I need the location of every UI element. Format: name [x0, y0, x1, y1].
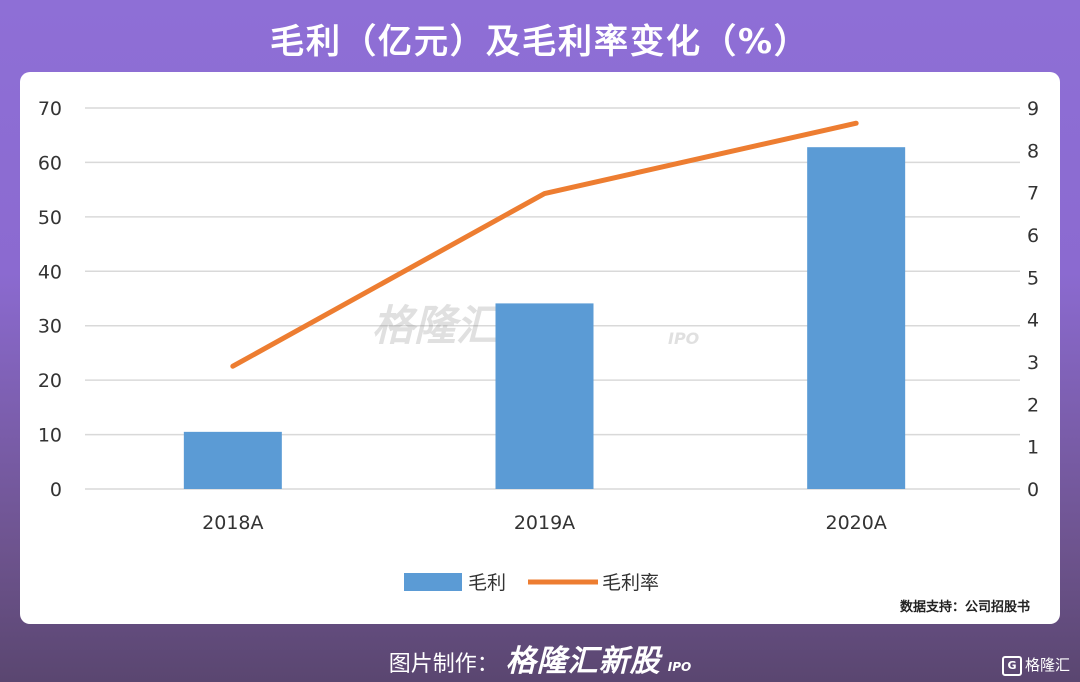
corner-logo-text: 格隆汇 [1024, 656, 1070, 674]
legend-label-line: 毛利率 [602, 572, 659, 594]
line-path [230, 120, 859, 369]
left-tick-label: 50 [38, 207, 62, 229]
x-axis-labels: 2018A 2019A 2020A [202, 512, 887, 534]
bar [183, 431, 282, 489]
watermark-sub: IPO [668, 329, 700, 348]
footer-brand-sub: IPO [667, 660, 692, 674]
right-tick-label: 0 [1027, 479, 1039, 501]
right-tick-label: 7 [1027, 183, 1039, 205]
footer-brand: 格隆汇新股 [505, 644, 661, 679]
corner-logo: G 格隆汇 [1001, 654, 1070, 676]
x-tick-label: 2018A [202, 512, 263, 534]
left-tick-label: 0 [50, 479, 62, 501]
legend: 毛利 毛利率 [404, 572, 659, 594]
right-axis-ticks: 0 1 2 3 4 5 6 7 8 9 [1027, 98, 1039, 501]
footer: 图片制作： 格隆汇新股 IPO [0, 636, 1080, 680]
left-tick-label: 10 [38, 425, 62, 447]
right-tick-label: 9 [1027, 98, 1039, 120]
bar [807, 147, 906, 489]
right-tick-label: 2 [1027, 394, 1039, 416]
x-tick-label: 2020A [825, 512, 886, 534]
right-tick-label: 1 [1027, 437, 1039, 459]
line-series [230, 120, 859, 369]
left-tick-label: 70 [38, 98, 62, 120]
right-tick-label: 6 [1027, 225, 1039, 247]
bar-series [183, 147, 906, 489]
chart-title: 毛利（亿元）及毛利率变化（%） [269, 22, 811, 62]
left-tick-label: 60 [38, 152, 62, 174]
left-tick-label: 30 [38, 316, 62, 338]
legend-label-bar: 毛利 [468, 572, 506, 594]
gelonghui-logo-icon: G [1001, 655, 1022, 676]
left-tick-label: 40 [38, 261, 62, 283]
bar [495, 303, 594, 489]
legend-swatch-bar [404, 573, 462, 591]
left-axis-ticks: 0 10 20 30 40 50 60 70 [38, 98, 62, 501]
right-tick-label: 3 [1027, 352, 1039, 374]
data-source: 数据支持：公司招股书 [899, 600, 1030, 615]
footer-label: 图片制作： [388, 652, 499, 677]
x-tick-label: 2019A [514, 512, 575, 534]
right-tick-label: 4 [1027, 310, 1039, 332]
right-tick-label: 8 [1027, 140, 1039, 162]
right-tick-label: 5 [1027, 267, 1039, 289]
left-tick-label: 20 [38, 370, 62, 392]
